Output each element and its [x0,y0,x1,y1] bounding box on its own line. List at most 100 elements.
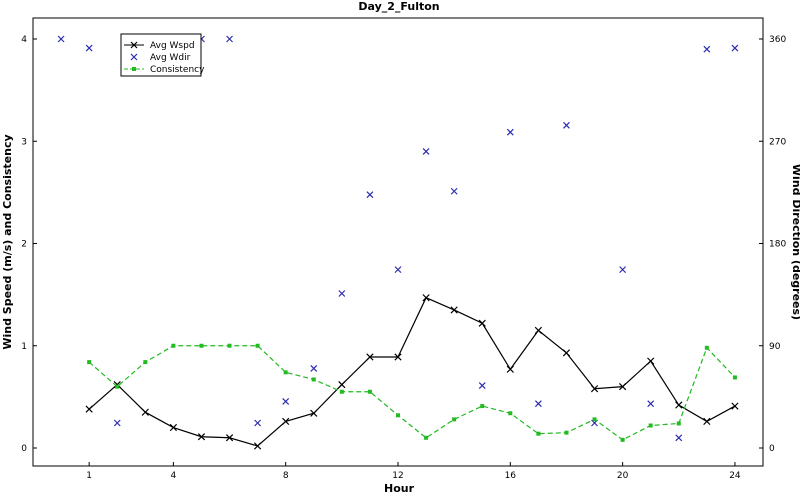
point-wspd [169,423,178,432]
plot-frame [32,17,764,467]
point-wspd [282,417,290,426]
y-tick-label: 1 [21,342,27,352]
y-axis-label: Wind Speed (m/s) and Consistency [1,134,14,349]
legend-label-wspd: Avg Wspd [150,41,195,51]
point-consistency [171,343,176,348]
chart-title: Day_2_Fulton [358,0,439,13]
x-tick-label: 8 [283,471,289,481]
point-wspd [197,433,206,441]
point-wspd [731,402,739,410]
point-wdir [647,400,655,408]
point-wspd [310,409,318,417]
point-consistency [199,343,204,348]
bottom-axis: 1 4 8 12 16 20 24 [86,462,741,481]
point-wspd [647,357,655,365]
legend-marker-consistency [132,67,136,71]
point-wspd [534,326,543,335]
point-wspd [366,353,374,361]
point-consistency [227,343,232,348]
point-wdir [310,365,318,372]
legend: Avg Wspd Avg Wdir Consistency [120,33,205,77]
series-wdir [57,35,739,442]
x-tick-label: 20 [617,471,629,481]
point-wdir [113,419,121,427]
legend-marker-wspd [130,41,138,49]
point-consistency [452,417,457,422]
point-consistency [704,345,709,350]
point-wspd [422,294,430,302]
series-consistency [87,343,737,442]
point-wdir [226,35,233,43]
point-wdir [254,419,262,427]
point-wspd [338,380,346,389]
point-wdir [85,44,93,52]
x-tick-label: 12 [392,471,403,481]
point-wdir [338,290,346,297]
point-wdir [731,44,739,52]
point-wspd [85,405,93,413]
point-consistency [648,423,653,428]
point-consistency [564,430,569,435]
series-layer [57,35,739,450]
point-wdir [57,35,65,43]
point-wdir [619,266,627,274]
point-consistency [508,411,513,416]
point-consistency [536,431,541,436]
series-wspd [85,294,739,450]
right-axis: 0 90 180 270 360 [759,35,786,454]
point-wspd [618,383,627,391]
point-wdir [394,266,402,274]
point-wdir [422,148,430,155]
point-wdir [563,121,570,129]
y2-tick-label: 360 [769,35,786,45]
point-consistency [339,389,344,394]
point-consistency [311,377,316,382]
x-tick-label: 4 [171,471,177,481]
legend-label-wdir: Avg Wdir [150,53,191,63]
point-wspd [562,349,571,357]
point-consistency [480,404,485,409]
point-consistency [87,360,92,365]
point-wspd [394,353,402,361]
left-axis: 0 1 2 3 4 [21,35,37,454]
x-tick-label: 16 [505,471,517,481]
point-consistency [367,389,372,394]
point-consistency [732,375,737,380]
point-wspd [141,408,149,416]
point-wspd [590,385,599,393]
legend-marker-wdir [130,53,138,61]
point-wspd [703,417,711,426]
point-consistency [676,421,681,426]
series-line-wspd [88,296,736,447]
point-consistency [424,435,429,440]
point-consistency [396,413,400,418]
legend-label-consistency: Consistency [150,65,205,75]
point-wdir [534,400,542,408]
point-wspd [113,380,121,389]
point-wspd [450,306,458,314]
point-consistency [115,384,120,389]
point-consistency [283,370,288,375]
point-wspd [478,319,486,327]
point-wspd [675,401,683,409]
point-wdir [506,128,514,136]
y-tick-label: 4 [21,35,27,45]
point-wdir [282,397,290,405]
x-tick-label: 24 [729,471,741,481]
series-line-consistency [88,345,736,441]
point-wdir [478,382,486,389]
y2-tick-label: 270 [769,137,786,147]
point-consistency [255,343,260,348]
y-tick-label: 3 [21,137,27,147]
point-consistency [592,417,597,422]
point-wspd [225,434,234,442]
point-wdir [675,434,683,442]
x-axis-label: Hour [384,482,415,495]
point-wspd [253,442,262,450]
point-consistency [143,360,148,365]
y-tick-label: 0 [21,444,27,454]
point-wspd [506,365,514,373]
y2-tick-label: 0 [769,444,775,454]
point-wdir [366,191,374,199]
